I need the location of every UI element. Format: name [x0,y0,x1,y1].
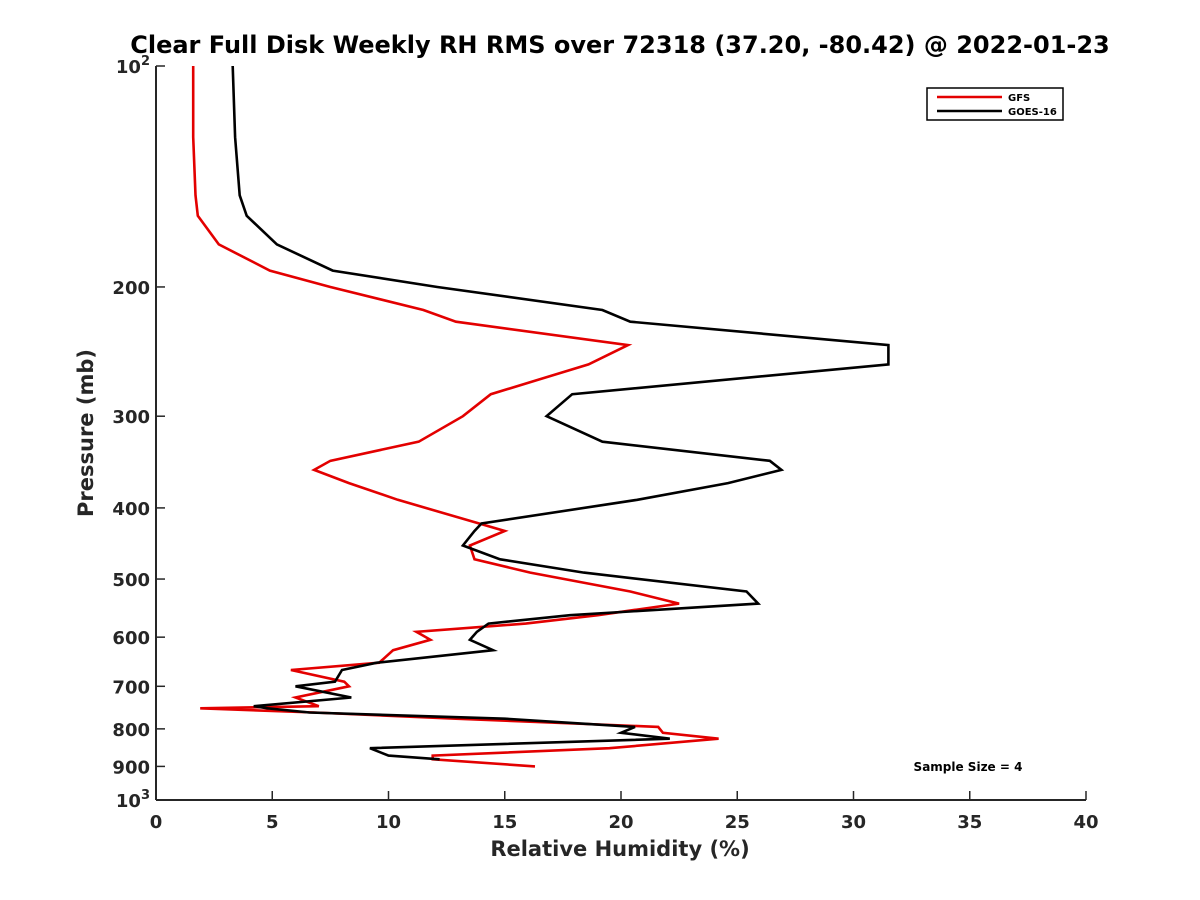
y-tick-label: 700 [112,677,150,698]
series-line-goes16 [231,65,890,761]
x-tick-label: 20 [608,812,633,833]
x-tick-label: 30 [841,812,866,833]
series-layer [191,65,890,768]
legend: GFS GOES-16 [926,87,1064,121]
legend-label-gfs: GFS [1008,93,1030,104]
y-tick-label: 400 [112,499,150,520]
y-tick-label: 102 [116,54,150,78]
x-tick-label: 5 [266,812,279,833]
y-tick-label: 103 [116,788,150,812]
axes-layer [155,66,1086,801]
x-tick-label: 0 [150,812,163,833]
x-tick-label: 15 [492,812,517,833]
y-tick-label: 900 [112,757,150,778]
x-tick-label: 25 [725,812,750,833]
x-axis-label: Relative Humidity (%) [490,837,749,861]
series-line-gfs [191,66,719,768]
y-ticks: 102 200 300 400 500 600 700 800 900 103 [112,54,165,812]
x-tick-label: 10 [376,812,401,833]
x-ticks: 0 5 10 15 20 25 30 35 40 [150,791,1099,833]
y-tick-label: 200 [112,278,150,299]
legend-box [926,87,1064,121]
y-tick-label: 800 [112,720,150,741]
y-tick-label: 300 [112,407,150,428]
sample-size-annotation: Sample Size = 4 [914,760,1023,774]
y-axis-label: Pressure (mb) [74,349,98,517]
legend-label-goes16: GOES-16 [1008,107,1057,118]
y-tick-label: 500 [112,570,150,591]
x-tick-label: 35 [957,812,982,833]
chart-title: Clear Full Disk Weekly RH RMS over 72318… [130,31,1110,59]
x-tick-label: 40 [1073,812,1098,833]
y-tick-label: 600 [112,628,150,649]
